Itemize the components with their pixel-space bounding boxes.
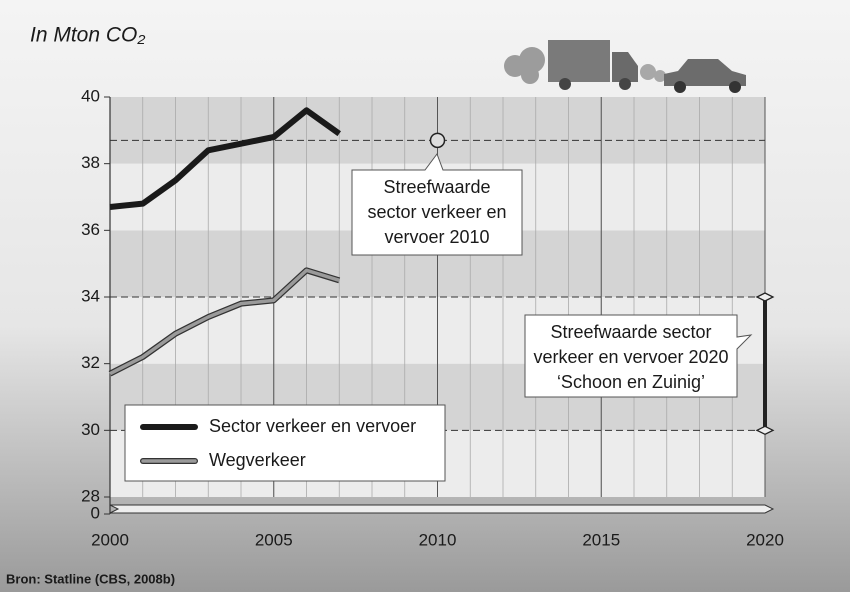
y-tick-label: 36 <box>81 220 100 239</box>
legend-box <box>124 404 446 482</box>
vehicle-icons <box>504 40 746 93</box>
callout-text: vervoer 2010 <box>384 227 489 247</box>
x-tick-label: 2010 <box>419 530 457 549</box>
y-tick-label: 40 <box>81 86 100 105</box>
callout-text: Streefwaarde <box>383 177 490 197</box>
callout-box <box>351 152 523 256</box>
callout-text: ‘Schoon en Zuinig’ <box>557 372 705 392</box>
target-range-cap <box>755 425 775 436</box>
x-tick-label: 2005 <box>255 530 293 549</box>
callout-text: verkeer en vervoer 2020 <box>533 347 728 367</box>
chart-title: In Mton CO₂ <box>30 24 145 47</box>
callout-text: Streefwaarde sector <box>550 322 711 342</box>
y-tick-label: 34 <box>81 286 100 305</box>
target-point <box>429 132 446 149</box>
callout-box <box>524 314 753 398</box>
series-line <box>109 107 341 210</box>
legend-label: Sector verkeer en vervoer <box>209 416 416 436</box>
callout-text: sector verkeer en <box>367 202 506 222</box>
x-tick-label: 2000 <box>91 530 129 549</box>
x-tick-label: 2015 <box>582 530 620 549</box>
y-tick-label: 28 <box>81 486 100 505</box>
y-tick-label: 32 <box>81 353 100 372</box>
target-range-cap <box>755 292 775 302</box>
series-line <box>109 268 340 376</box>
y-tick-label: 30 <box>81 420 100 439</box>
x-tick-label: 2020 <box>746 530 784 549</box>
y-tick-label: 0 <box>91 503 100 522</box>
legend-label: Wegverkeer <box>209 450 306 470</box>
axis-break <box>109 504 775 514</box>
y-tick-label: 38 <box>81 153 100 172</box>
source: Bron: Statline (CBS, 2008b) <box>6 571 175 586</box>
